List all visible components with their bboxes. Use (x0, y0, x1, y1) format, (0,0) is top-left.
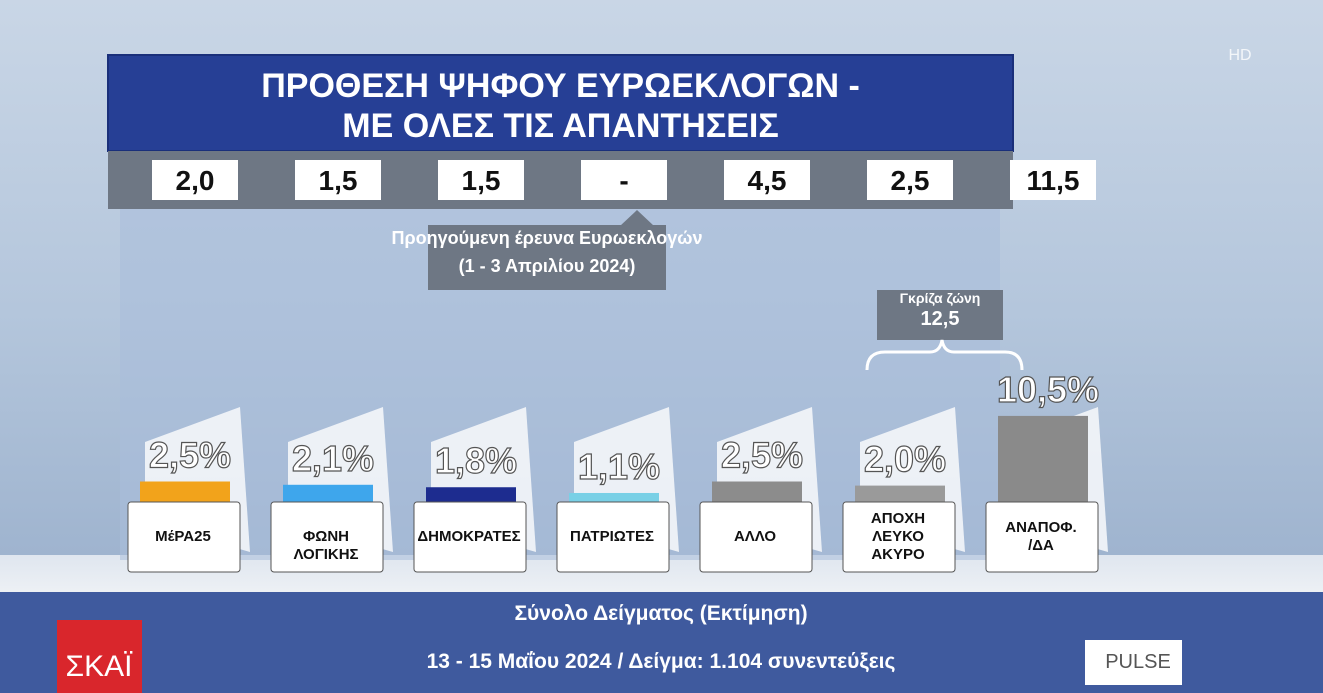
note-text: (1 - 3 Απριλίου 2024) (459, 256, 636, 276)
category-label: ΑΝΑΠΟΦ. /ΔΑ (1005, 519, 1077, 554)
card (556, 501, 670, 573)
brace (865, 339, 1024, 371)
previous-label: 11,5 (1027, 165, 1080, 196)
footer-line: Σύνολο Δείγματος (Εκτίμηση) (514, 602, 807, 625)
value-label: 2,0% (864, 439, 946, 480)
chart-title: ΠΡΟΘΕΣΗ ΨΗΦΟΥ ΕΥΡΩΕΚΛΟΓΩΝ - ΜΕ ΟΛΕΣ ΤΙΣ … (261, 67, 860, 145)
previous-box (295, 160, 381, 200)
panel (120, 150, 1000, 560)
gray-zone-value: 12,5 (921, 308, 960, 330)
category-label: ΔΗΜΟΚΡΑΤΕΣ (417, 528, 521, 545)
bar (426, 487, 516, 502)
bar (998, 415, 1088, 502)
previous-band (108, 151, 1013, 209)
previous-label: 4,5 (748, 165, 787, 196)
channel-name: ΣΚΑΪ (66, 650, 134, 683)
card (413, 501, 527, 573)
previous-box (867, 160, 953, 200)
bar (569, 492, 659, 502)
card (127, 501, 241, 573)
value-label: 1,1% (578, 446, 660, 487)
previous-box (581, 160, 667, 200)
previous-box (438, 160, 524, 200)
bar (712, 481, 802, 502)
bar (140, 481, 230, 502)
value-label: 2,5% (149, 435, 231, 476)
previous-box (724, 160, 810, 200)
footer-line: 13 - 15 Μαΐου 2024 / Δείγμα: 1.104 συνεν… (427, 650, 896, 673)
category-label: ΑΛΛΟ (733, 528, 777, 545)
pollster-name: PULSE (1105, 651, 1171, 673)
gray-zone-title: Γκρίζα ζώνη (900, 290, 981, 306)
previous-label: 1,5 (462, 165, 501, 196)
hd-badge: HD (1228, 47, 1251, 64)
gray-zone-box (877, 290, 1003, 340)
card (270, 501, 384, 573)
previous-label: - (619, 165, 628, 196)
previous-label: 2,5 (891, 165, 930, 196)
value-label: 10,5% (997, 369, 1099, 410)
channel-logo (57, 620, 142, 693)
previous-box (1010, 160, 1096, 200)
category-label: ΠΑΤΡΙΩΤΕΣ (570, 528, 654, 545)
note-box (428, 225, 666, 290)
value-label: 2,1% (292, 438, 374, 479)
card (985, 501, 1099, 573)
previous-label: 1,5 (319, 165, 358, 196)
value-label: 1,8% (435, 440, 517, 481)
note-pointer (620, 210, 654, 226)
previous-box (152, 160, 238, 200)
card (842, 501, 956, 573)
pollster-logo (1085, 640, 1182, 685)
bar (283, 484, 373, 502)
bar (855, 485, 945, 502)
value-label: 2,5% (721, 435, 803, 476)
category-label: ΦΩΝΗ ΛΟΓΙΚΗΣ (293, 528, 359, 563)
note-text: Προηγούμενη έρευνα Ευρωεκλογών (392, 228, 703, 248)
category-label: ΑΠΟΧΗ ΛΕΥΚΟ ΑΚΥΡΟ (870, 510, 926, 563)
previous-label: 2,0 (176, 165, 215, 196)
card (699, 501, 813, 573)
category-label: ΜέΡΑ25 (155, 528, 211, 545)
